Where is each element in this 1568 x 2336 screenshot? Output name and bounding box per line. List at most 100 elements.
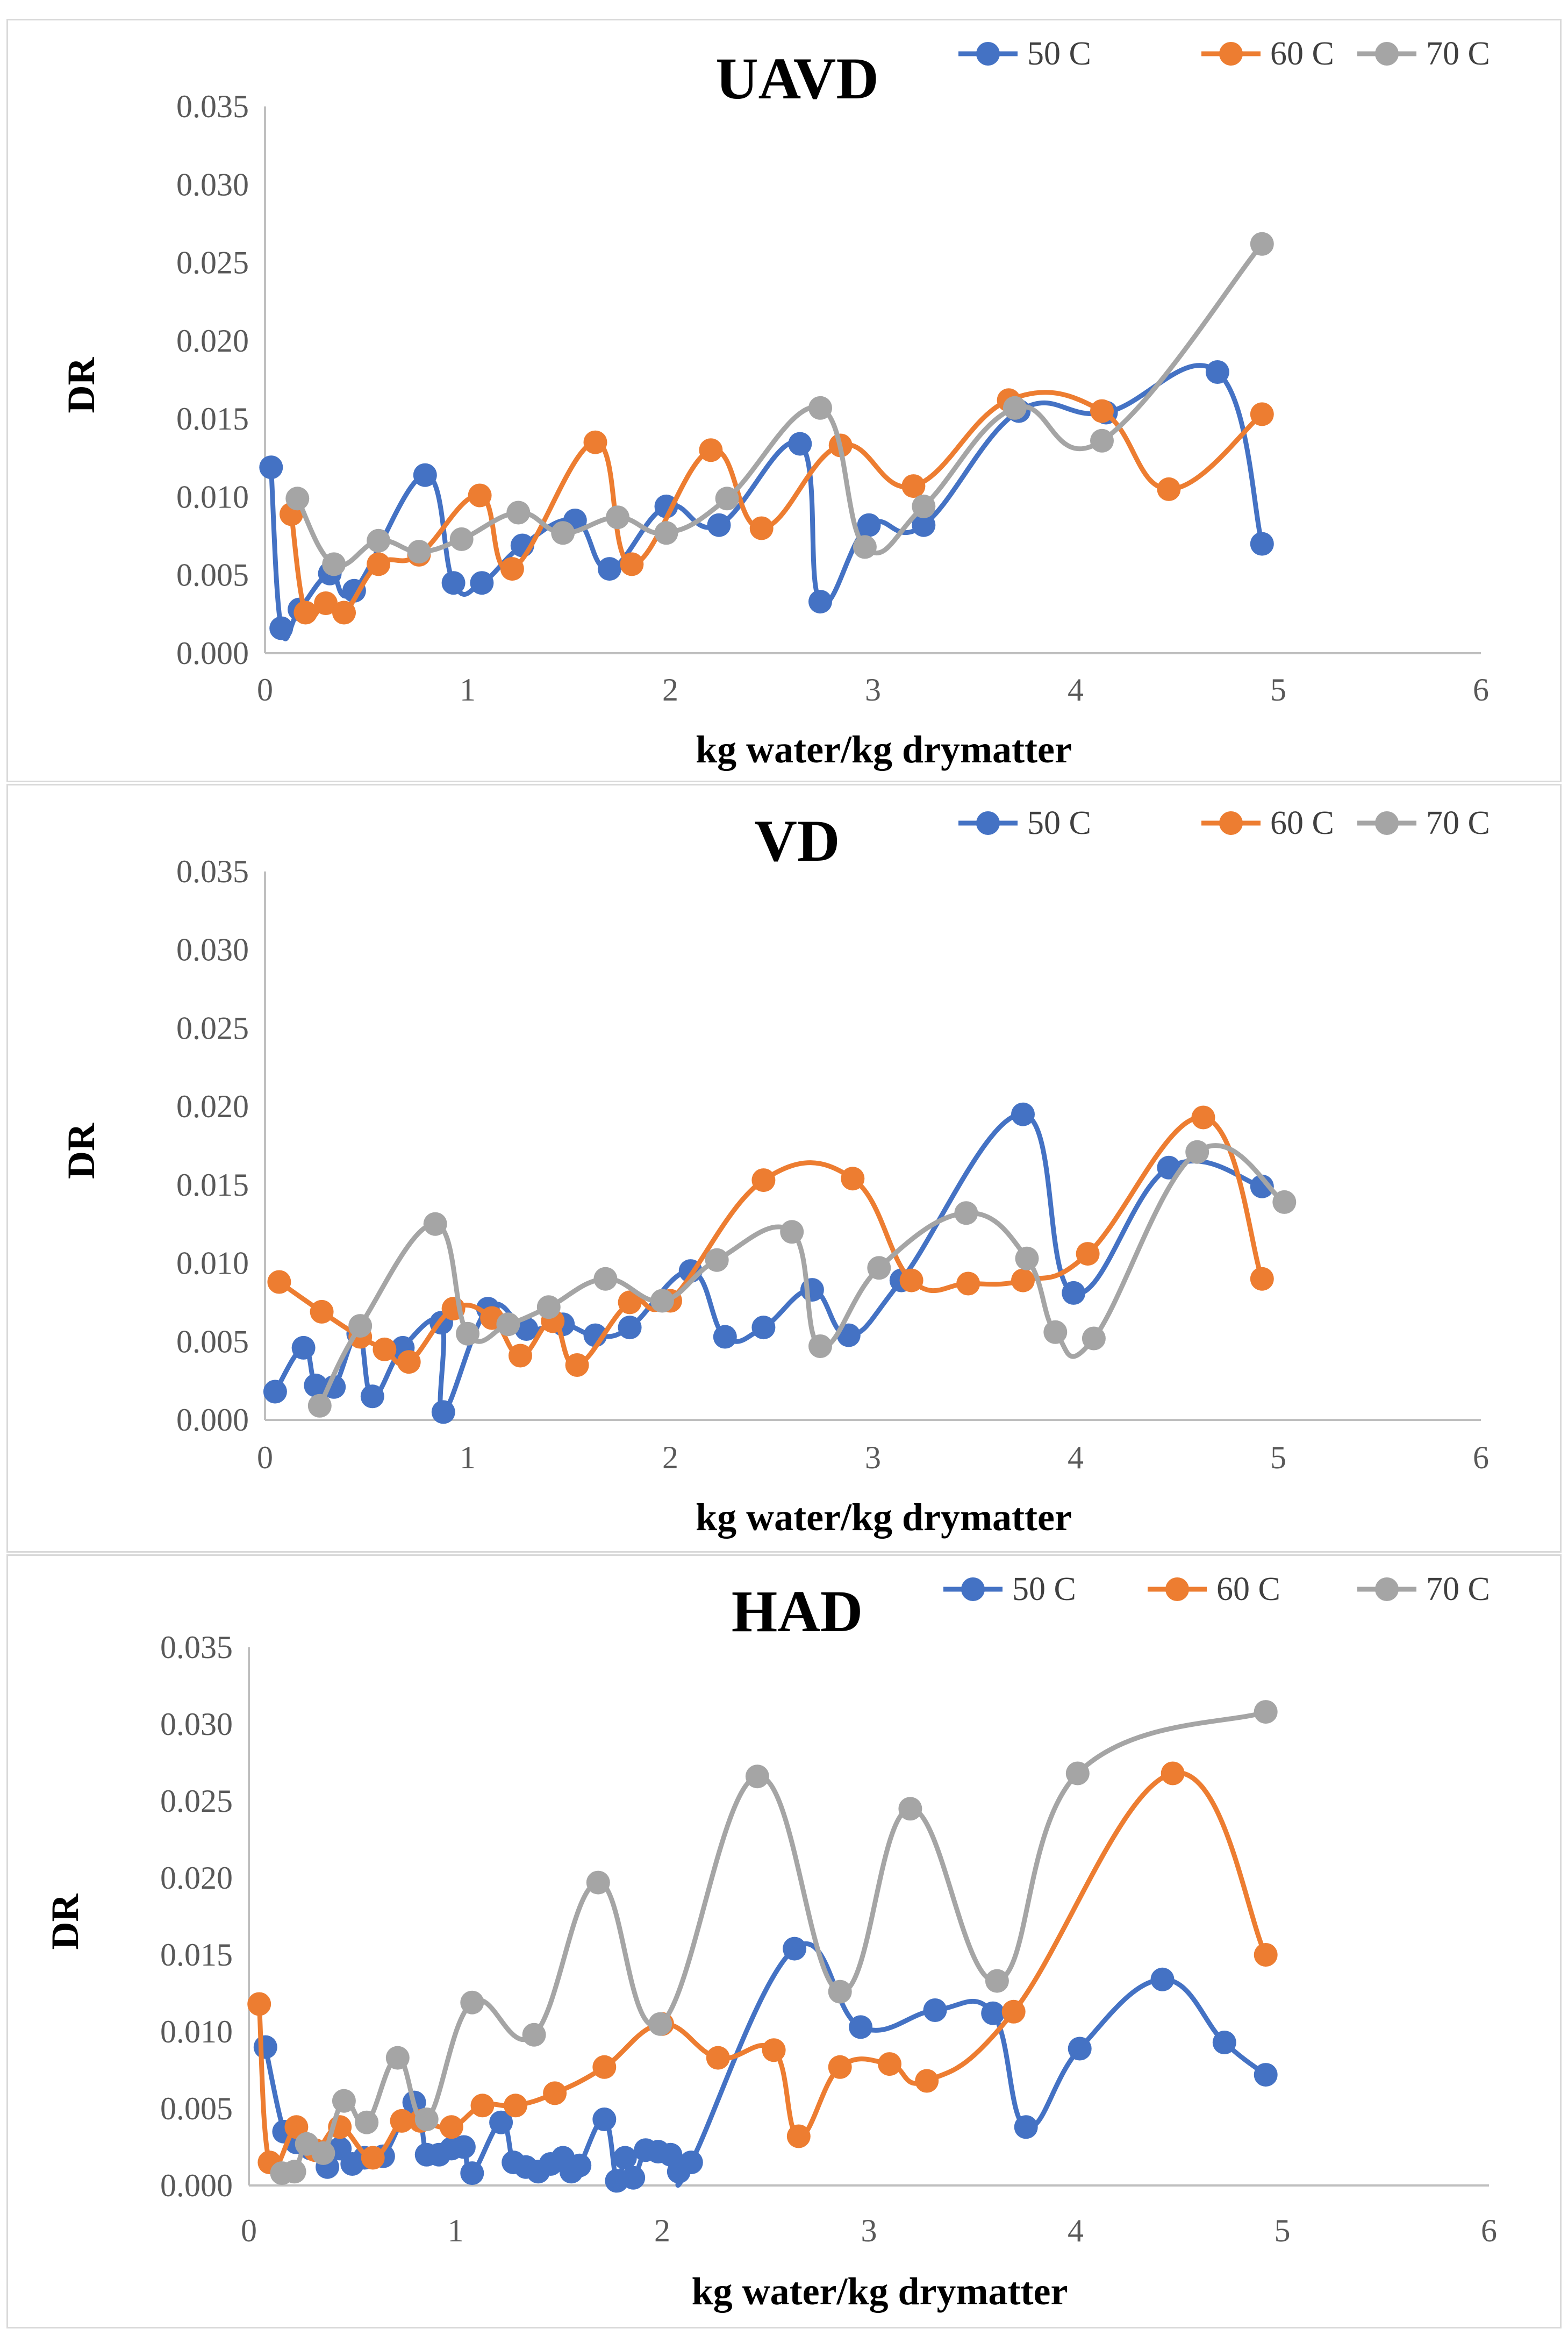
data-point: [621, 2166, 646, 2190]
legend-label: 70 C: [1426, 805, 1490, 841]
chart-title: UAVD: [715, 46, 879, 111]
data-point: [285, 487, 310, 511]
data-point: [679, 2151, 703, 2175]
data-point: [654, 521, 678, 545]
legend-item: 70 C: [1357, 35, 1490, 72]
legend-label: 60 C: [1216, 1571, 1280, 1608]
legend-label: 50 C: [1027, 35, 1091, 72]
data-point: [441, 571, 466, 595]
data-point: [650, 1289, 674, 1313]
data-point: [828, 1980, 852, 2004]
data-point: [332, 601, 356, 625]
data-point: [762, 2038, 786, 2062]
data-point: [460, 1990, 484, 2014]
data-point: [293, 601, 318, 625]
x-tick-label: 3: [861, 2213, 877, 2248]
data-point: [808, 396, 832, 420]
data-point: [282, 2160, 306, 2184]
data-point: [259, 455, 283, 480]
chart-panel-uavd: 0.000 0.005 0.010 0.015 0.020 0.025 0.030 0.035…: [6, 19, 1562, 782]
data-point: [954, 1201, 978, 1225]
data-point: [915, 2069, 939, 2093]
x-tick-label: 6: [1481, 2213, 1497, 2248]
x-tick-label: 1: [460, 1440, 476, 1475]
data-point: [543, 2081, 567, 2105]
data-point: [867, 1256, 891, 1280]
data-point: [1250, 532, 1274, 556]
data-point: [620, 552, 644, 576]
x-tick-label: 0: [257, 672, 273, 708]
data-point: [1250, 402, 1274, 426]
y-tick-label: 0.015: [160, 1937, 233, 1973]
data-point: [500, 557, 524, 581]
data-point: [496, 1312, 520, 1337]
data-point: [348, 1314, 373, 1338]
data-point: [373, 1337, 397, 1361]
series-line-50c: [273, 1112, 1263, 1415]
data-point: [1062, 1281, 1086, 1305]
data-point: [1014, 2115, 1038, 2139]
data-point: [1254, 1943, 1278, 1967]
data-point: [783, 1937, 807, 1961]
x-tick-label: 6: [1473, 1440, 1489, 1475]
data-point: [606, 505, 629, 530]
data-point: [780, 1220, 804, 1244]
data-point: [745, 1764, 769, 1789]
legend-label: 60 C: [1270, 805, 1334, 841]
y-tick-label: 0.000: [176, 635, 249, 671]
data-point: [654, 494, 678, 518]
data-point: [618, 1290, 642, 1315]
data-point: [456, 1321, 479, 1346]
chart-title: HAD: [732, 1578, 863, 1644]
x-tick-label: 5: [1270, 1440, 1286, 1475]
y-tick-label: 0.020: [176, 323, 249, 359]
data-point: [898, 1797, 922, 1821]
data-point: [470, 2094, 495, 2118]
y-tick-label: 0.010: [176, 1246, 249, 1281]
data-point: [828, 2055, 852, 2079]
data-point: [1011, 1268, 1035, 1292]
data-point: [1191, 1105, 1215, 1130]
legend-swatch-marker: [1165, 1577, 1189, 1601]
legend-item: 60 C: [1201, 805, 1334, 841]
chart-uavd: 0.000 0.005 0.010 0.015 0.020 0.025 0.030 0.035…: [60, 35, 1490, 771]
data-point: [470, 571, 494, 595]
y-tick-label: 0.020: [176, 1089, 249, 1124]
data-point: [1011, 1102, 1035, 1126]
data-point: [551, 521, 575, 545]
data-point: [1272, 1190, 1297, 1214]
data-point: [367, 528, 391, 553]
data-point: [269, 616, 293, 640]
data-point: [367, 552, 391, 576]
data-point: [613, 2146, 637, 2170]
data-point: [332, 2089, 356, 2113]
legend-item: 50 C: [958, 805, 1091, 841]
data-point: [1185, 1140, 1209, 1164]
y-tick-label: 0.020: [160, 1860, 233, 1896]
data-point: [849, 2015, 873, 2039]
data-point: [536, 1295, 561, 1319]
data-point: [489, 2110, 513, 2134]
data-point: [592, 2055, 617, 2079]
data-point: [385, 2046, 410, 2070]
x-tick-label: 4: [1068, 672, 1084, 708]
data-point: [263, 1380, 287, 1404]
data-point: [981, 2001, 1005, 2025]
x-axis-label: kg water/kg drymatter: [692, 2270, 1068, 2313]
y-axis-label: DR: [44, 1894, 87, 1950]
chart-title: VD: [755, 808, 840, 874]
chart-vd: 0.000 0.005 0.010 0.015 0.020 0.025 0.030 0.035…: [60, 805, 1490, 1539]
y-tick-label: 0.025: [176, 1010, 249, 1046]
x-tick-label: 0: [257, 1440, 273, 1475]
x-axis-label: kg water/kg drymatter: [696, 1496, 1072, 1539]
data-point: [786, 2124, 811, 2148]
y-tick-label: 0.035: [176, 89, 249, 124]
x-tick-label: 3: [865, 672, 881, 708]
legend-item: 60 C: [1201, 35, 1334, 72]
data-point: [361, 2146, 385, 2170]
data-point: [1212, 2031, 1236, 2054]
y-tick-label: 0.010: [176, 479, 249, 515]
data-point: [307, 1394, 332, 1418]
data-point: [749, 516, 774, 540]
chart-panel-had: 0.000 0.005 0.010 0.015 0.020 0.025 0.030 0.035…: [6, 1554, 1562, 2328]
